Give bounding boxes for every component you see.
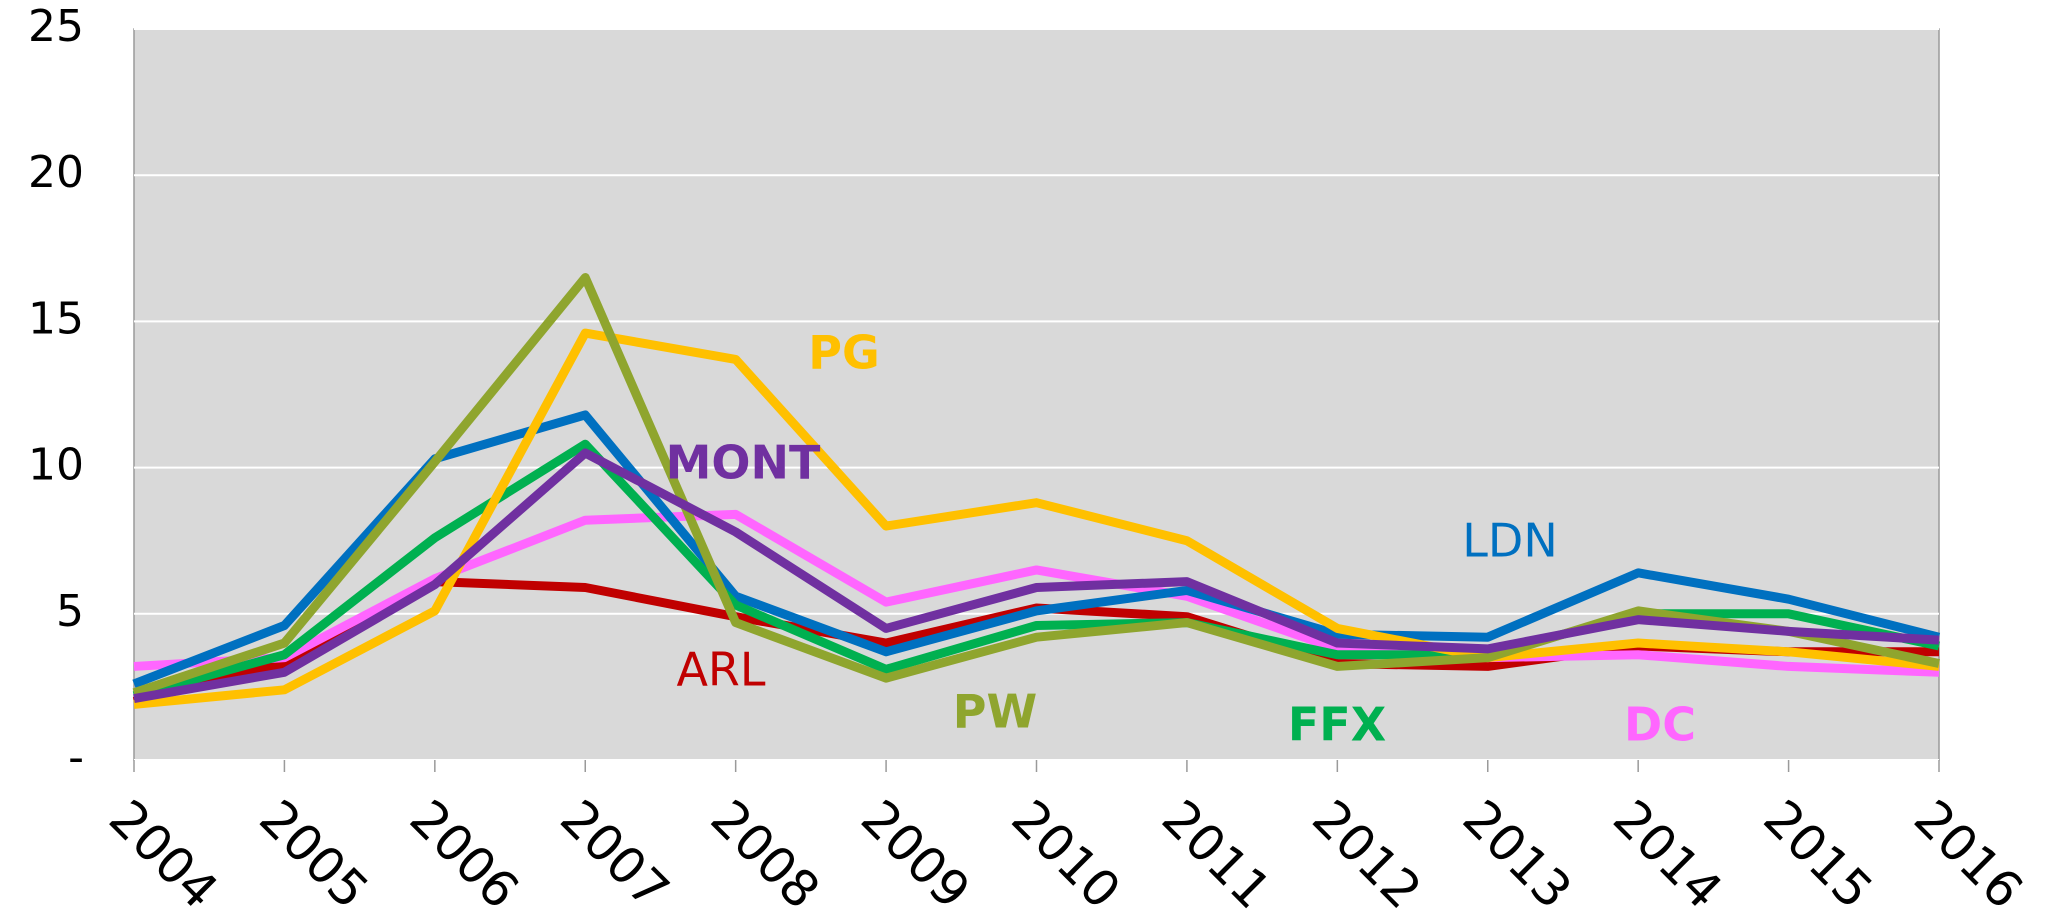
series-label: DC — [1624, 698, 1696, 752]
x-tick-label: 2015 — [1753, 789, 1884, 911]
x-tick-label: 2010 — [1000, 789, 1131, 911]
series-label: MONT — [666, 436, 821, 490]
x-tick-label: 2011 — [1151, 789, 1282, 911]
x-tick-label: 2005 — [248, 789, 379, 911]
x-tick-label: 2013 — [1452, 789, 1583, 911]
x-tick-label: 2007 — [549, 789, 680, 911]
x-tick-label: 2014 — [1602, 789, 1733, 911]
series-label: PG — [808, 326, 879, 380]
y-tick-label: 25 — [28, 1, 84, 52]
series-line — [133, 328, 1940, 709]
x-tick-label: 2004 — [98, 789, 229, 911]
x-tick-label: 2006 — [399, 789, 530, 911]
y-tick-label: - — [68, 732, 84, 783]
series-label: ARL — [676, 643, 765, 697]
x-tick-label: 2008 — [700, 789, 831, 911]
series-label: LDN — [1462, 514, 1557, 568]
y-tick-label: 10 — [28, 440, 84, 491]
series-line — [133, 448, 1940, 704]
x-tick-label: 2009 — [850, 789, 981, 911]
y-tick-label: 5 — [56, 586, 84, 637]
series-line — [132, 273, 1940, 698]
series-label: FFX — [1288, 698, 1386, 752]
x-tick-label: 2012 — [1301, 789, 1432, 911]
y-tick-label: 15 — [28, 293, 84, 344]
series-label: PW — [953, 685, 1037, 739]
y-tick-label: 20 — [28, 147, 84, 198]
x-tick-label: 2016 — [1903, 789, 2034, 911]
